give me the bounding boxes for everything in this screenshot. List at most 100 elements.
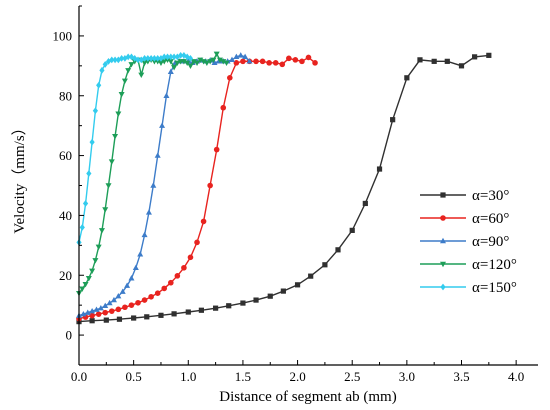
data-point (168, 53, 174, 61)
data-point (158, 312, 164, 318)
data-point (86, 170, 92, 177)
data-point (151, 54, 158, 62)
data-point (128, 62, 135, 68)
data-point (84, 309, 91, 315)
legend-marker (440, 237, 446, 244)
data-point (190, 59, 197, 65)
data-point (431, 58, 437, 64)
data-point (145, 209, 152, 215)
data-point (349, 227, 355, 233)
data-point (141, 231, 148, 238)
y-tick-label: 0 (66, 328, 73, 343)
data-point (213, 305, 219, 311)
x-tick-label: 0.5 (126, 369, 142, 384)
data-point (92, 258, 99, 264)
data-point (213, 146, 220, 153)
data-point (164, 53, 171, 61)
legend-entry: α=60° (420, 211, 509, 227)
data-point (180, 59, 187, 65)
series-1 (76, 54, 318, 322)
data-point (223, 60, 230, 67)
data-point (82, 200, 89, 207)
data-point (108, 308, 115, 314)
data-point (486, 52, 492, 58)
x-tick-label: 2.0 (289, 369, 305, 384)
data-point (200, 218, 207, 225)
data-point (103, 317, 109, 323)
legend-label: α=30° (472, 188, 509, 204)
data-point (322, 262, 328, 268)
data-point (390, 117, 396, 123)
data-point (145, 54, 151, 62)
data-point (246, 58, 253, 64)
x-tick-label: 0.0 (71, 369, 87, 384)
data-point (122, 304, 128, 311)
data-point (174, 60, 181, 67)
data-point (132, 264, 139, 270)
data-point (150, 182, 157, 188)
data-point (112, 133, 119, 140)
data-point (185, 309, 191, 315)
data-point (98, 228, 105, 234)
y-tick-label: 100 (53, 28, 73, 43)
data-point (115, 292, 122, 299)
data-point (154, 59, 161, 65)
data-point (417, 57, 423, 63)
data-point (184, 60, 191, 67)
data-point (125, 68, 132, 74)
data-point (167, 59, 174, 65)
series-line (78, 54, 489, 323)
data-point (124, 282, 131, 288)
axes: 0.0 0.5 1.0 1.5 2.0 2.5 3.0 3.5 4.0 0 20 40 60 80 100 (53, 5, 538, 384)
data-point (168, 279, 174, 286)
data-point (141, 54, 148, 62)
data-point (92, 107, 98, 115)
data-point (128, 302, 135, 308)
legend-entry: α=150° (420, 280, 517, 296)
data-point (106, 299, 113, 306)
data-point (80, 310, 87, 317)
data-point (110, 296, 117, 303)
data-point (404, 75, 410, 81)
data-point (119, 54, 125, 62)
data-point (362, 200, 368, 207)
data-point (95, 244, 102, 251)
data-point (174, 273, 181, 279)
data-point (198, 307, 204, 313)
data-point (148, 54, 154, 62)
data-point (102, 60, 108, 68)
data-point (135, 56, 141, 64)
data-point (181, 264, 187, 271)
data-point (141, 60, 148, 67)
data-point (99, 66, 105, 74)
data-point (161, 53, 167, 61)
data-point (210, 57, 217, 64)
data-point (121, 78, 128, 84)
data-point (95, 311, 102, 317)
data-point (472, 54, 478, 60)
x-tick-label: 1.0 (180, 369, 196, 384)
data-point (116, 316, 123, 322)
legend-marker (440, 192, 446, 198)
data-point (292, 57, 299, 63)
data-point (207, 182, 213, 189)
data-point (444, 58, 450, 64)
series-line (78, 54, 191, 243)
y-tick-label: 80 (59, 88, 72, 103)
data-point (211, 59, 218, 66)
data-point (259, 58, 266, 65)
data-point (102, 302, 109, 308)
data-point (233, 53, 240, 60)
legend-entry: α=90° (420, 234, 509, 250)
legend-label: α=60° (472, 211, 509, 227)
legend-entry: α=30° (420, 188, 509, 204)
data-point (213, 51, 220, 58)
legend-marker (440, 261, 446, 268)
data-point (119, 288, 126, 294)
data-point (89, 307, 96, 314)
data-point (253, 297, 259, 303)
data-point (135, 299, 141, 306)
data-point (128, 275, 135, 281)
data-point (109, 56, 115, 64)
